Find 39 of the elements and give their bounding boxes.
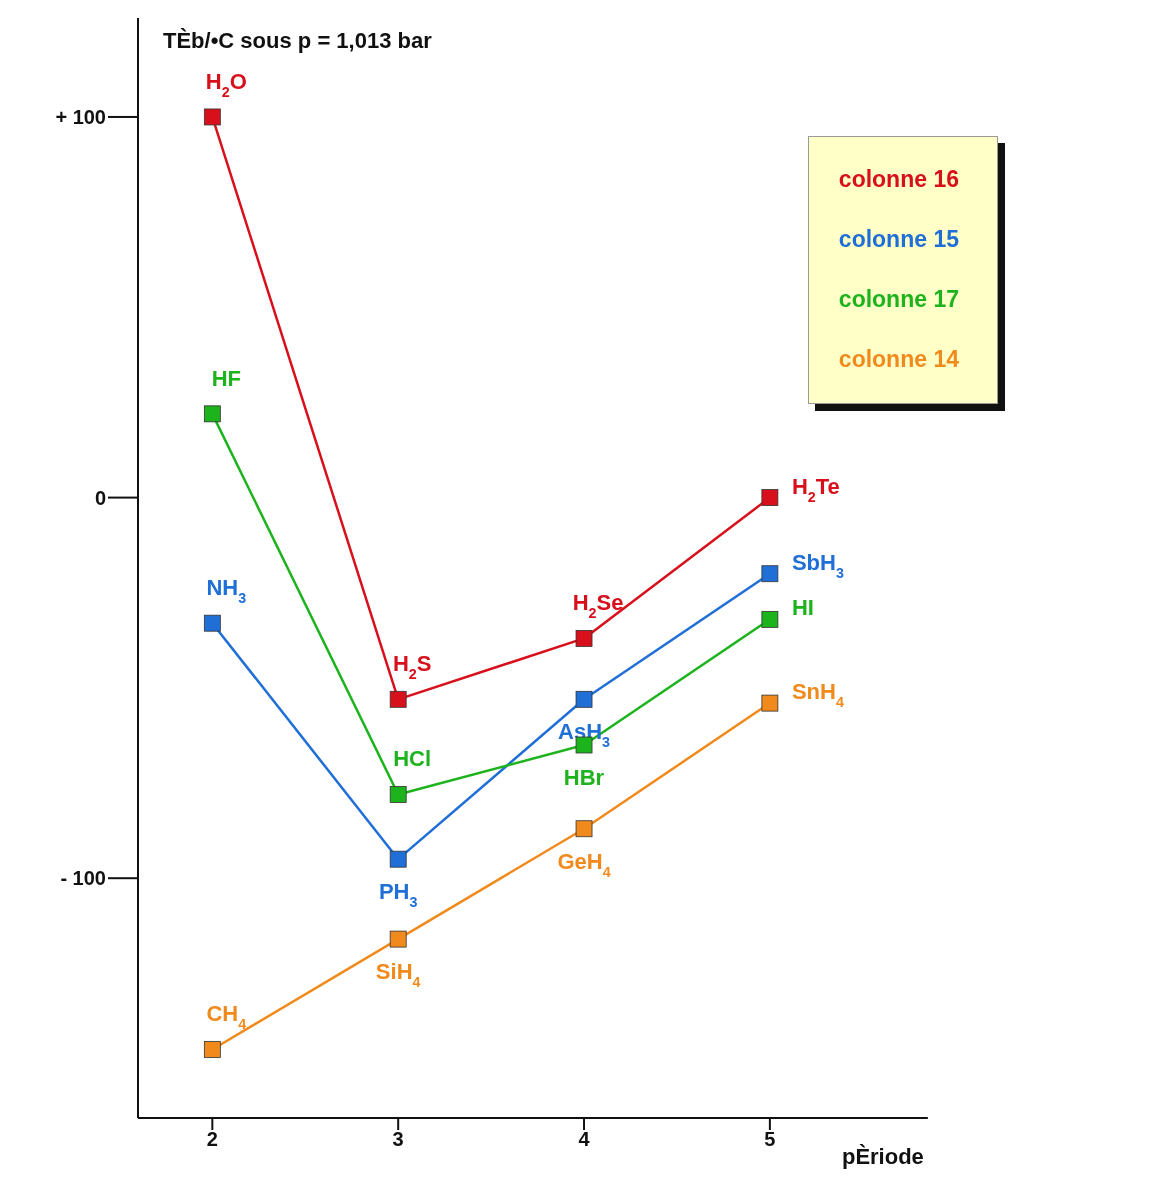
annotation: SnH$_{4}$	[791, 679, 844, 711]
point	[203, 405, 221, 423]
annotation: CH$_{4}$	[206, 1001, 247, 1033]
x-axis-title: pÈriode	[841, 1144, 924, 1169]
y-tick-label: 0	[94, 486, 106, 509]
y-tick-label: + 100	[55, 106, 106, 129]
annotation: HBr	[563, 764, 605, 790]
point	[203, 614, 221, 632]
point	[389, 786, 407, 803]
annotation: H$_{2}$S	[392, 651, 432, 683]
x-tick-label: 2	[206, 1128, 218, 1151]
annotation: PH$_{3}$	[378, 879, 418, 911]
point	[389, 930, 407, 948]
annotation: GeH$_{4}$	[557, 848, 611, 880]
point	[203, 1041, 221, 1058]
annotation: HCl	[393, 746, 432, 772]
annotation: HI	[791, 595, 814, 621]
point	[761, 694, 779, 712]
point	[389, 690, 407, 708]
annotation: SiH$_{4}$	[375, 959, 421, 991]
annotation: H$_{2}$Te	[791, 473, 840, 505]
x-tick-label: 5	[764, 1128, 776, 1151]
point	[203, 108, 221, 126]
point	[575, 630, 593, 647]
point	[761, 610, 779, 628]
point	[575, 690, 593, 708]
annotation: NH$_{3}$	[206, 575, 247, 607]
point	[575, 820, 593, 838]
y-axis-title: TÈb/•C sous p = 1,013 bar	[163, 28, 432, 54]
annotation: H$_{2}$Se	[572, 590, 624, 622]
annotation: H$_{2}$O	[205, 68, 247, 100]
x-tick-label: 3	[392, 1128, 404, 1151]
annotation: HF	[211, 365, 241, 391]
y-tick-label: - 100	[60, 867, 106, 890]
point	[389, 850, 407, 868]
point	[761, 565, 779, 583]
annotation: SbH$_{3}$	[791, 549, 844, 581]
point	[761, 489, 779, 506]
x-tick-label: 4	[578, 1128, 591, 1151]
